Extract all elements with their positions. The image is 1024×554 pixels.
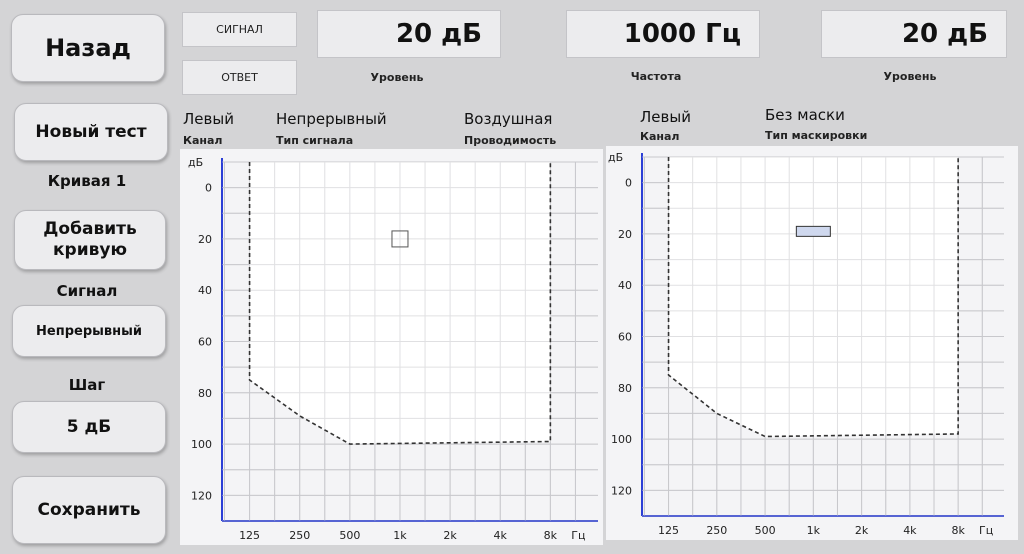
left-chart-y-tick-label: 100 <box>191 438 212 451</box>
left-chart-x-tick-label: 2k <box>443 529 457 542</box>
left-chart-y-unit-label: дБ <box>188 156 203 169</box>
right-chart-x-tick-label: 8k <box>951 524 965 537</box>
left-chart-x-tick-label: 250 <box>289 529 310 542</box>
channel-left-caption: Канал <box>183 134 223 147</box>
audiogram-right-svg: дБ0 20 40 60 80 100 120 125 250 500 1k 2k 4k 8k Гц <box>606 146 1018 540</box>
left-chart-limit-line <box>248 162 552 445</box>
right-chart-y-tick-label: 20 <box>618 228 632 241</box>
level-right-caption: Уровень <box>883 70 937 83</box>
right-chart-y-tick-label: 120 <box>611 484 632 497</box>
right-chart-marker <box>795 225 831 237</box>
right-chart-y-tick-label: 0 <box>625 177 632 190</box>
right-chart-x-tick-label: 4k <box>903 524 917 537</box>
right-chart-x-tick-label: 250 <box>706 524 727 537</box>
frequency-display: 1000 Гц <box>566 10 760 58</box>
audiogram-left-svg: дБ0 20 40 60 80 100 120 125 250 500 1k 2k 4k 8k Гц <box>180 149 603 545</box>
right-chart-x-unit-label: Гц <box>979 524 993 537</box>
right-chart-y-tick-label: 100 <box>611 433 632 446</box>
right-chart-x-tick-label: 500 <box>755 524 776 537</box>
conduction-value: Воздушная <box>464 110 553 128</box>
right-chart-y-tick-label: 80 <box>618 382 632 395</box>
left-chart-y-tick-label: 0 <box>205 182 212 195</box>
left-chart-x-unit-label: Гц <box>571 529 585 542</box>
audiogram-left[interactable]: дБ 0 20 40 60 80 100 120 125 250 500 1k 2k 4k 8k Гц <box>180 149 603 545</box>
level-right-display: 20 дБ <box>821 10 1007 58</box>
conduction-caption: Проводимость <box>464 134 557 147</box>
left-chart-y-tick-label: 40 <box>198 284 212 297</box>
step-label: Шаг <box>68 376 106 394</box>
right-chart-y-tick-label: 40 <box>618 279 632 292</box>
back-button[interactable]: Назад <box>11 14 165 82</box>
step-button[interactable]: 5 дБ <box>12 401 166 453</box>
right-chart-y-unit-label: дБ <box>608 151 623 164</box>
left-chart-y-tick-label: 60 <box>198 336 212 349</box>
channel-left-value: Левый <box>183 110 234 128</box>
masking-caption: Тип маскировки <box>765 129 868 142</box>
curve-label: Кривая 1 <box>47 172 127 190</box>
left-chart-y-tick-label: 80 <box>198 387 212 400</box>
left-chart-x-tick-label: 1k <box>393 529 407 542</box>
masking-value: Без маски <box>765 106 845 124</box>
signal-label: Сигнал <box>56 282 118 300</box>
add-curve-button[interactable]: Добавить кривую <box>14 210 166 270</box>
audiogram-right[interactable]: дБ 0 20 40 60 80 100 120 125 250 500 1k 2k 4k 8k Гц <box>606 146 1018 540</box>
response-button[interactable]: ОТВЕТ <box>182 60 297 95</box>
signal-type-value: Непрерывный <box>276 110 387 128</box>
left-chart-x-tick-label: 500 <box>339 529 360 542</box>
frequency-caption: Частота <box>630 70 682 83</box>
channel-right-value: Левый <box>640 108 691 126</box>
signal-type-button[interactable]: Непрерывный <box>12 305 166 357</box>
signal-button[interactable]: СИГНАЛ <box>182 12 297 47</box>
right-chart-y-tick-label: 60 <box>618 331 632 344</box>
save-button[interactable]: Сохранить <box>12 476 166 544</box>
left-chart-marker <box>391 230 409 248</box>
level-left-caption: Уровень <box>370 71 424 84</box>
left-chart-x-tick-label: 125 <box>239 529 260 542</box>
left-chart-y-tick-label: 20 <box>198 233 212 246</box>
left-chart-y-tick-label: 120 <box>191 489 212 502</box>
right-chart-x-tick-label: 125 <box>658 524 679 537</box>
signal-type-caption: Тип сигнала <box>276 134 354 147</box>
level-left-display: 20 дБ <box>317 10 501 58</box>
left-chart-x-tick-label: 8k <box>544 529 558 542</box>
left-chart-x-tick-label: 4k <box>494 529 508 542</box>
channel-right-caption: Канал <box>640 130 680 143</box>
right-chart-x-tick-label: 1k <box>807 524 821 537</box>
right-chart-grid-overlay <box>642 156 1004 517</box>
new-test-button[interactable]: Новый тест <box>14 103 168 161</box>
right-chart-x-tick-label: 2k <box>855 524 869 537</box>
